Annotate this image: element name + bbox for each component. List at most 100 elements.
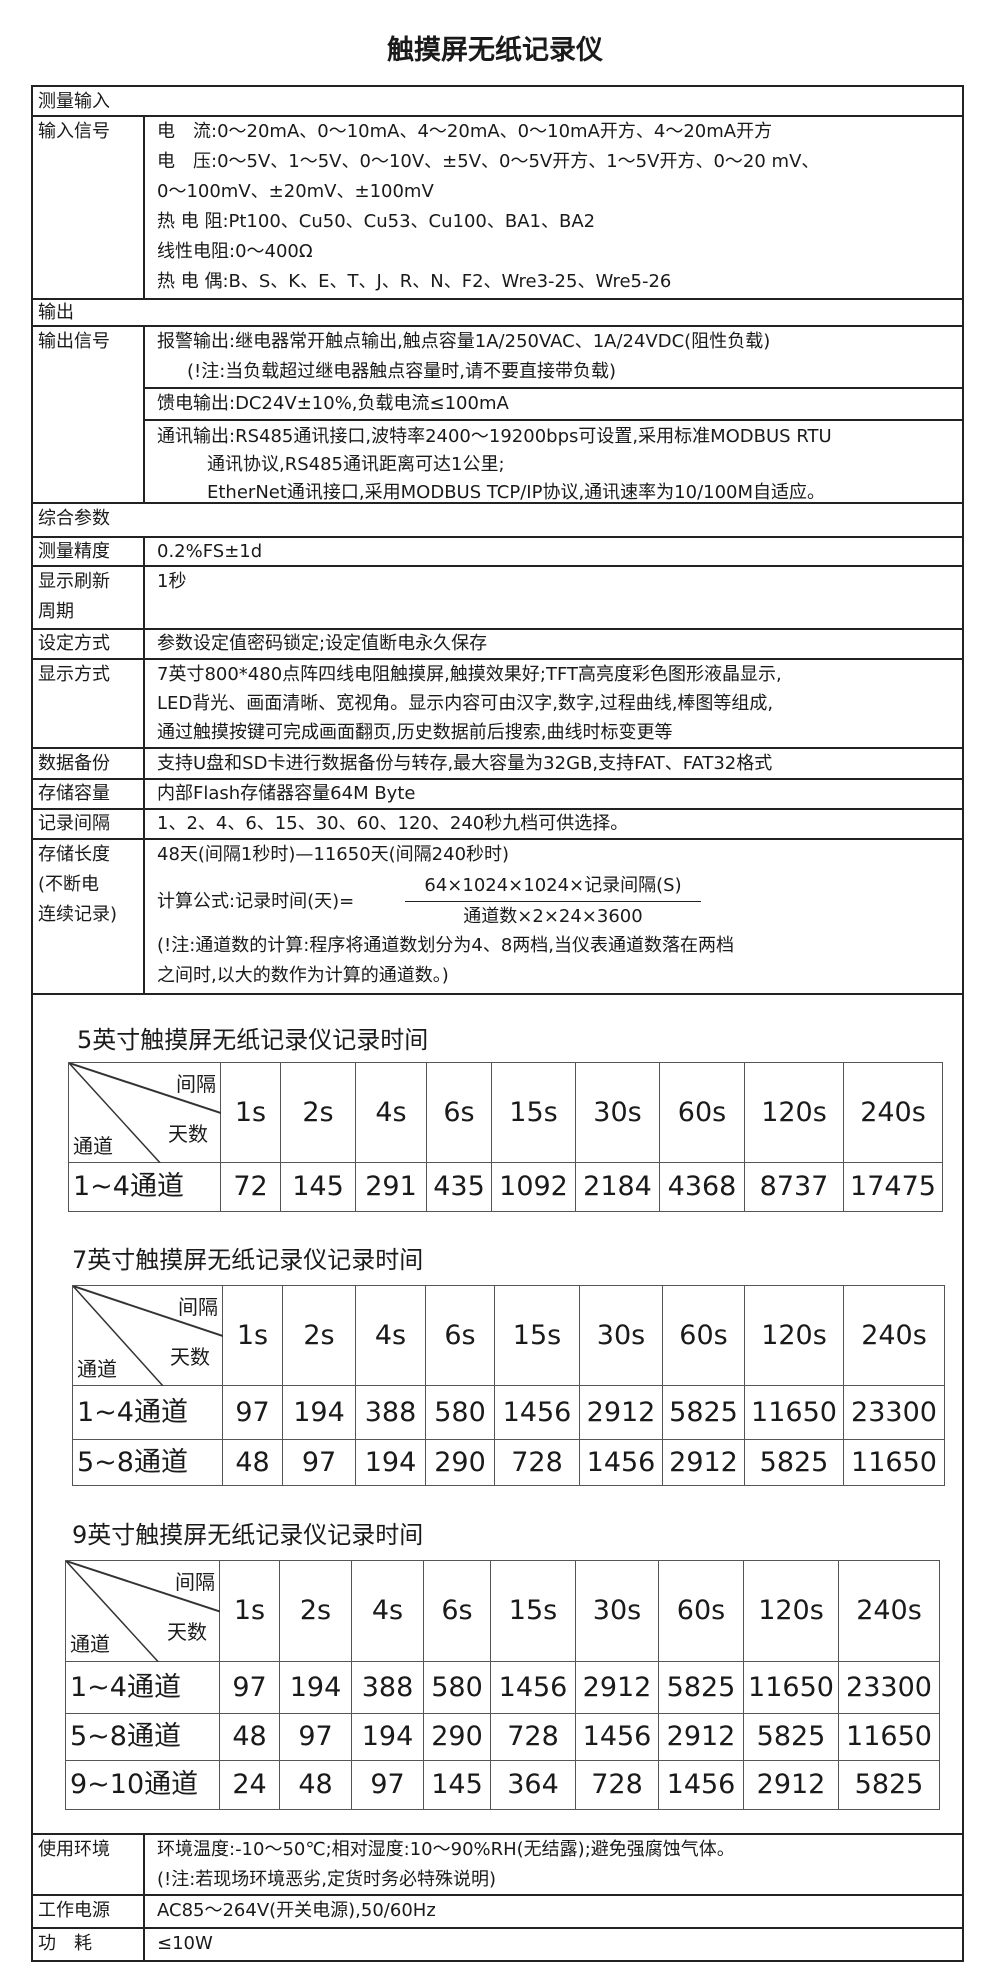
days-value: 72 [220, 1162, 281, 1212]
formula-numerator: 64×1024×1024×记录间隔(S) [424, 875, 682, 896]
label-consumption: 功 耗 [33, 1929, 145, 1960]
header-days: 天数 [170, 1345, 210, 1369]
record-table-title: 7英寸触摸屏无纸记录仪记录时间 [72, 1246, 424, 1274]
formula-denominator: 通道数×2×24×3600 [405, 901, 701, 932]
days-value: 364 [490, 1760, 576, 1810]
days-value: 48 [219, 1713, 280, 1761]
label-interval: 记录间隔 [33, 810, 145, 838]
consumption-value: ≤10W [157, 1933, 213, 1954]
label-refresh-2: 周期 [38, 601, 74, 622]
days-value: 2184 [575, 1162, 660, 1212]
days-value: 97 [219, 1661, 280, 1714]
interval-header: 30s [575, 1560, 659, 1662]
days-value: 5825 [658, 1661, 744, 1714]
days-value: 2912 [658, 1713, 744, 1761]
length-range: 48天(间隔1秒时)—11650天(间隔240秒时) [157, 844, 510, 865]
setting-value: 参数设定值密码锁定;设定值断电永久保存 [157, 633, 488, 654]
interval-header: 240s [838, 1560, 940, 1662]
diagonal-lines [66, 1561, 220, 1662]
length-note: (!注:通道数的计算:程序将通道数划分为4、8两档,当仪表通道数落在两档 [157, 935, 734, 956]
input-current: 电 流:0～20mA、0～10mA、4～20mA、0～10mA开方、4～20mA… [157, 121, 773, 142]
interval-header: 120s [744, 1285, 844, 1386]
table-header-row: 间隔 天数 通道 1s 2s 4s 6s 15s 30s 60s 120s 240s [72, 1285, 945, 1386]
interval-header: 30s [579, 1285, 663, 1386]
interval-header: 2s [280, 1062, 356, 1163]
channel-label: 1~4通道 [65, 1661, 220, 1714]
table-row: 5~8通道 48 97 194 290 728 1456 2912 5825 11650 [72, 1439, 945, 1486]
label-length: 存储长度 [38, 844, 110, 865]
days-value: 290 [423, 1713, 491, 1761]
formula-fraction: 64×1024×1024×记录间隔(S) 通道数×2×24×3600 [405, 871, 701, 932]
days-value: 23300 [838, 1661, 940, 1714]
interval-header: 60s [658, 1560, 744, 1662]
days-value: 2912 [579, 1385, 663, 1440]
interval-header: 1s [222, 1285, 283, 1386]
interval-header: 30s [575, 1062, 660, 1163]
comm-protocol: 通讯协议,RS485通讯距离可达1公里; [207, 454, 505, 475]
spec-table: 测量输入 输入信号 电 流:0～20mA、0～10mA、4～20mA、0～10m… [31, 85, 964, 1962]
diagonal-header-cell: 间隔 天数 通道 [65, 1560, 220, 1662]
days-value: 4368 [659, 1162, 745, 1212]
header-channel: 通道 [70, 1632, 110, 1656]
header-days: 天数 [167, 1620, 207, 1644]
days-value: 2912 [575, 1661, 659, 1714]
record-table-title: 5英寸触摸屏无纸记录仪记录时间 [77, 1026, 429, 1054]
table-row: 5~8通道 48 97 194 290 728 1456 2912 5825 11650 [65, 1713, 940, 1761]
header-interval: 间隔 [178, 1295, 218, 1319]
interval-header: 60s [659, 1062, 745, 1163]
days-value: 388 [355, 1385, 426, 1440]
interval-header: 2s [279, 1560, 352, 1662]
days-value: 291 [355, 1162, 427, 1212]
section-general: 综合参数 [38, 508, 110, 529]
interval-header: 240s [843, 1285, 945, 1386]
label-storage: 存储容量 [33, 780, 145, 808]
record-time-tables: 5英寸触摸屏无纸记录仪记录时间 间隔 天数 通道 1s 2s 4s 6s 15s 30s 60s 12… [33, 995, 962, 1835]
days-value: 23300 [843, 1385, 945, 1440]
interval-header: 6s [425, 1285, 495, 1386]
input-rtd: 热 电 阻:Pt100、Cu50、Cu53、Cu100、BA1、BA2 [157, 211, 596, 232]
header-channel: 通道 [77, 1357, 117, 1381]
days-value: 1456 [490, 1661, 576, 1714]
days-value: 48 [279, 1760, 352, 1810]
channel-label: 5~8通道 [65, 1713, 220, 1761]
days-value: 11650 [743, 1661, 839, 1714]
interval-header: 1s [220, 1062, 281, 1163]
days-value: 388 [351, 1661, 424, 1714]
table-row: 9~10通道 24 48 97 145 364 728 1456 2912 5825 [65, 1760, 940, 1810]
days-value: 728 [575, 1760, 659, 1810]
days-value: 11650 [843, 1439, 945, 1486]
interval-header: 15s [494, 1285, 580, 1386]
label-accuracy: 测量精度 [33, 538, 145, 565]
formula-label: 计算公式:记录时间(天)= [157, 891, 355, 912]
label-length-2: (不断电 [38, 874, 100, 895]
days-value: 728 [494, 1439, 580, 1486]
days-value: 8737 [744, 1162, 844, 1212]
diagonal-lines [73, 1286, 223, 1386]
input-voltage-cont: 0～100mV、±20mV、±100mV [157, 181, 434, 202]
interval-header: 4s [351, 1560, 424, 1662]
days-value: 5825 [838, 1760, 940, 1810]
label-display: 显示方式 [33, 660, 145, 747]
days-value: 97 [279, 1713, 352, 1761]
diagonal-lines [69, 1063, 221, 1163]
interval-header: 240s [843, 1062, 943, 1163]
days-value: 194 [351, 1713, 424, 1761]
interval-header: 15s [491, 1062, 576, 1163]
days-value: 97 [282, 1439, 356, 1486]
days-value: 194 [279, 1661, 352, 1714]
label-power: 工作电源 [33, 1896, 145, 1927]
days-value: 11650 [838, 1713, 940, 1761]
interval-header: 2s [282, 1285, 356, 1386]
label-setting: 设定方式 [33, 630, 145, 658]
table-row: 1~4通道 97 194 388 580 1456 2912 5825 11650 23300 [72, 1385, 945, 1440]
days-value: 194 [355, 1439, 426, 1486]
table-row: 1~4通道 72 145 291 435 1092 2184 4368 8737 17475 [68, 1162, 943, 1212]
days-value: 1092 [491, 1162, 576, 1212]
interval-header: 120s [743, 1560, 839, 1662]
header-days: 天数 [168, 1122, 208, 1146]
table-header-row: 间隔 天数 通道 1s 2s 4s 6s 15s 30s 60s 120s 240s [65, 1560, 940, 1662]
channel-label: 9~10通道 [65, 1760, 220, 1810]
feed-output: 馈电输出:DC24V±10%,负载电流≤100mA [145, 389, 962, 421]
days-value: 24 [219, 1760, 280, 1810]
channel-label: 1~4通道 [68, 1162, 221, 1212]
